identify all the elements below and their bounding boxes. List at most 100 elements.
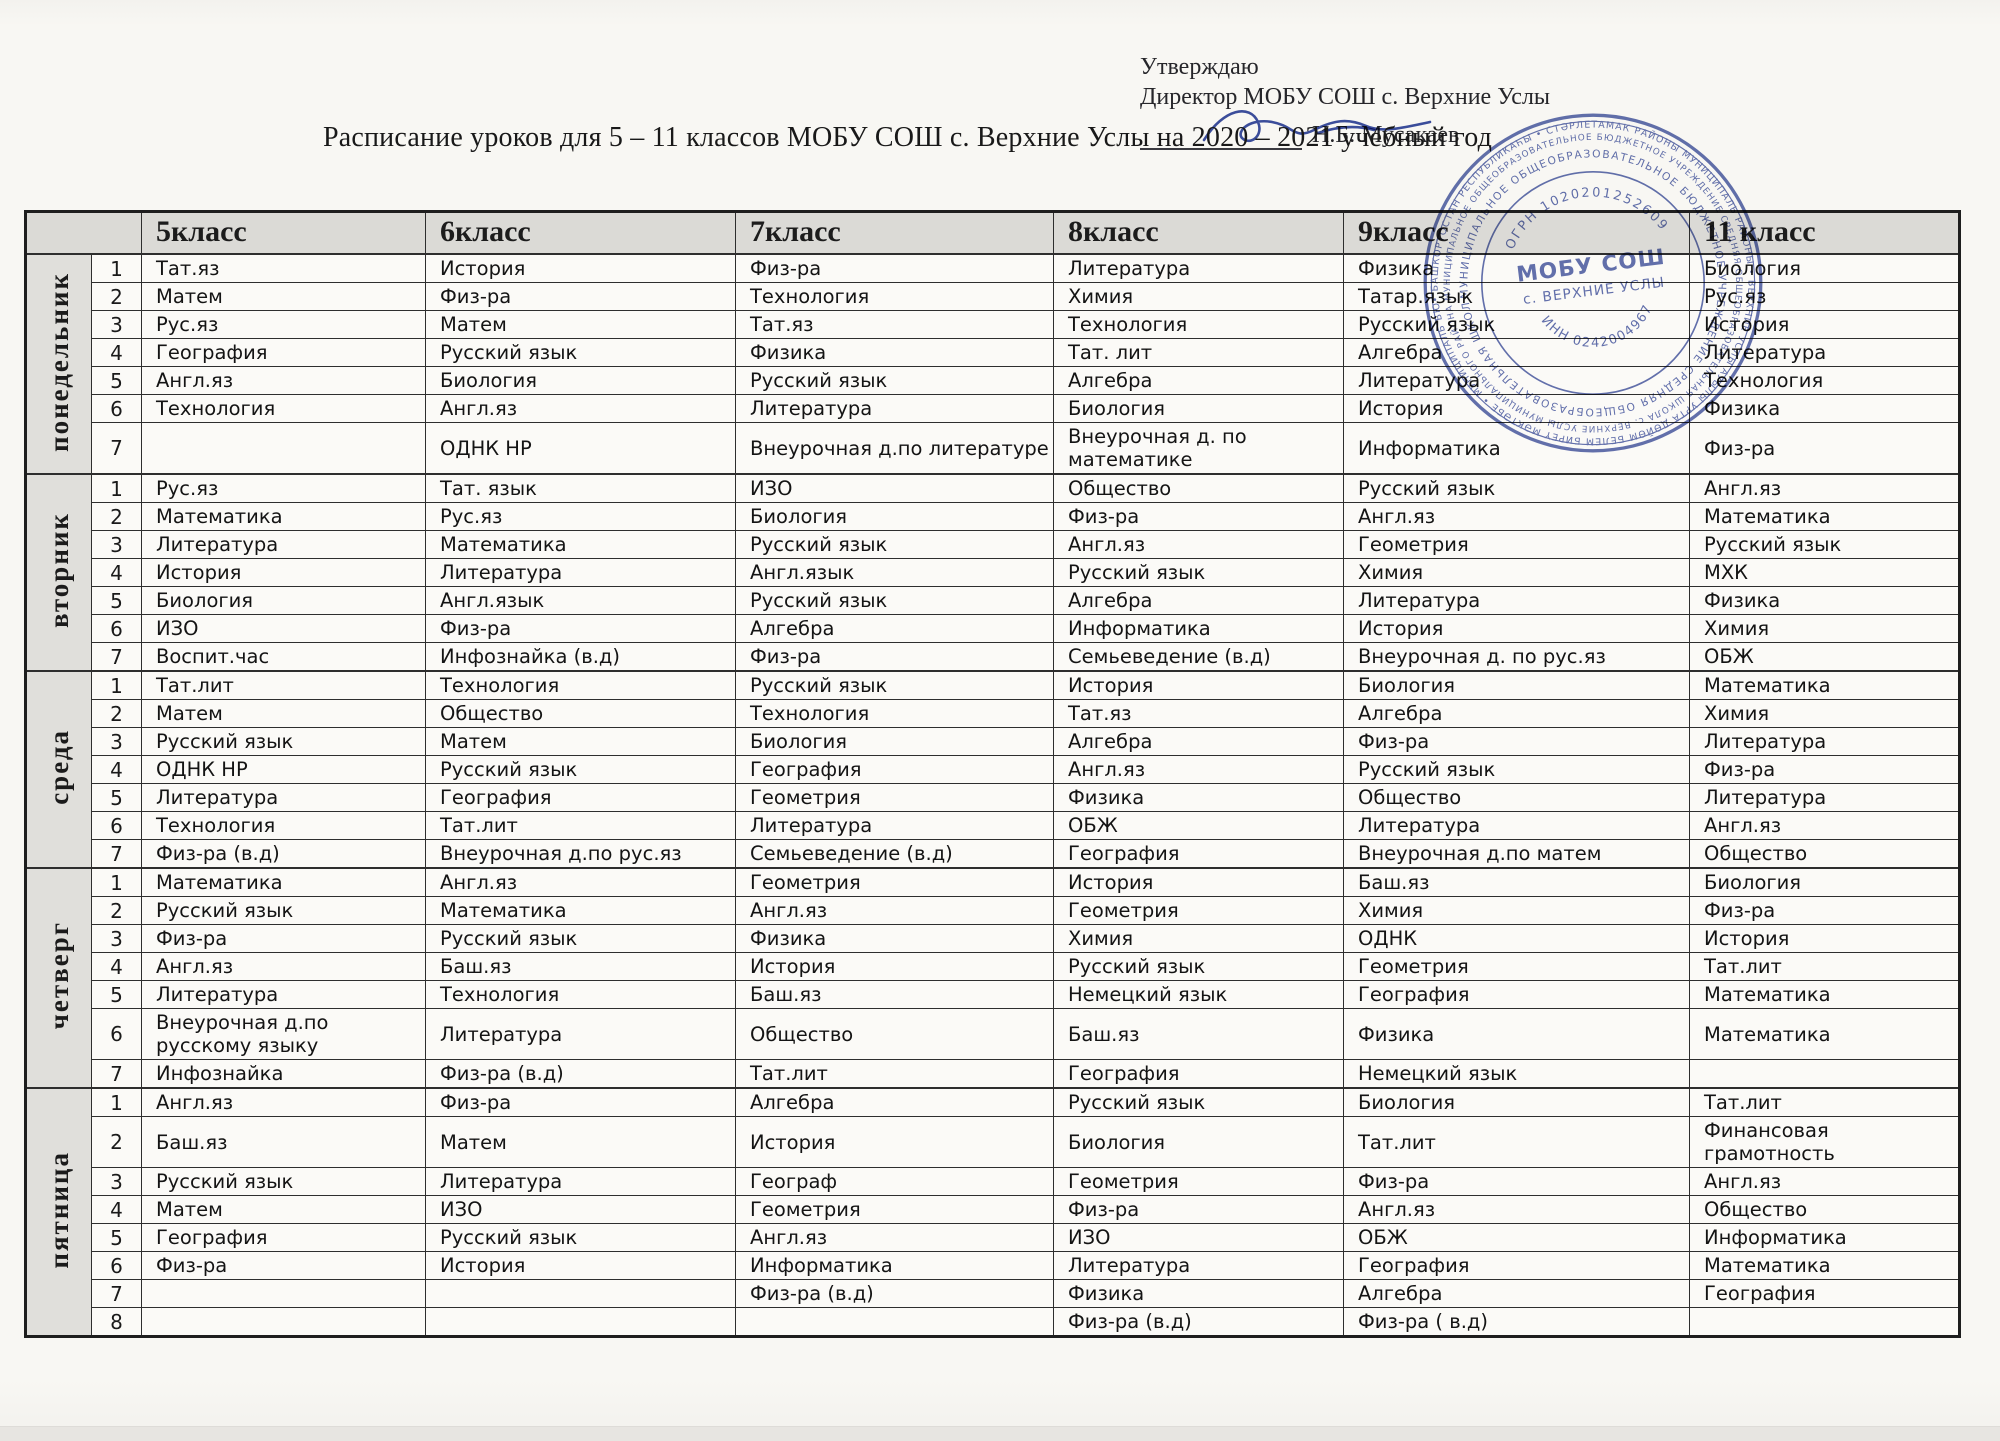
lesson-number: 2 (91, 896, 142, 925)
table-row: понедельник 1 Тат.яз История Физ-ра Литератур… (25, 253, 1960, 475)
subject-cell (1689, 1059, 1960, 1089)
table-row: пятница 1 Англ.яз Физ-ра Алгебра Русский язык… (25, 1087, 1960, 1337)
subject-cell: Англ.яз (1343, 502, 1690, 531)
subject-cell (141, 422, 426, 475)
subject-cell: Биология (141, 586, 426, 615)
subject-cell: Литература (1689, 783, 1960, 812)
corner-cell (25, 211, 142, 255)
subject-cell: История (735, 1116, 1054, 1168)
subject-cell: Баш.яз (425, 952, 736, 981)
subject-cell: Алгебра (735, 1087, 1054, 1117)
subject-cell: МХК (1689, 558, 1960, 587)
lesson-number: 4 (91, 338, 142, 367)
subject-cell: Физика (735, 338, 1054, 367)
column-header-11: 11 класс (1689, 211, 1960, 255)
lesson-number: 5 (91, 980, 142, 1009)
subject-cell: География (1343, 980, 1690, 1009)
subject-cell: Матем (425, 727, 736, 756)
table-row: 8 Физ-ра (в.д) Физ-ра ( в.д) (26, 1307, 1960, 1337)
subject-cell: Математика (141, 502, 426, 531)
subject-cell: Баш.яз (141, 1116, 426, 1168)
subject-cell: Литература (735, 394, 1054, 423)
lesson-number: 5 (91, 1223, 142, 1252)
subject-cell: Химия (1343, 558, 1690, 587)
subject-cell: Информатика (735, 1251, 1054, 1280)
lesson-number: 1 (91, 867, 142, 897)
subject-cell: Англ.яз (141, 366, 426, 395)
day-label-среда: среда (25, 670, 92, 869)
subject-cell: Биология (1053, 394, 1344, 423)
subject-cell: Финансовая грамотность (1689, 1116, 1960, 1168)
subject-cell: Технология (141, 811, 426, 840)
subject-cell: Алгебра (1343, 699, 1690, 728)
table-row: 6 Технология Тат.лит Литература ОБЖ Литератур… (26, 811, 1960, 840)
subject-cell: Русский язык (425, 755, 736, 784)
table-row: 3 Русский язык Литература Географ Геометрия Ф… (26, 1167, 1960, 1196)
subject-cell (141, 1307, 426, 1337)
subject-cell: Географ (735, 1167, 1054, 1196)
subject-cell: Информатика (1343, 422, 1690, 475)
subject-cell: Литература (425, 558, 736, 587)
subject-cell: Внеурочная д.по рус.яз (425, 839, 736, 869)
subject-cell: Русский язык (425, 338, 736, 367)
subject-cell: Геометрия (1343, 952, 1690, 981)
subject-cell: Рус.яз (425, 502, 736, 531)
subject-cell: ИЗО (425, 1195, 736, 1224)
subject-cell (141, 1279, 426, 1308)
lesson-number: 6 (91, 394, 142, 423)
subject-cell: Математика (1689, 1008, 1960, 1060)
subject-cell: Информатика (1689, 1223, 1960, 1252)
subject-cell: Химия (1053, 282, 1344, 311)
lesson-number: 1 (91, 670, 142, 700)
page-title: Расписание уроков для 5 – 11 классов МОБ… (322, 122, 1493, 153)
table-row: 2 Матем Общество Технология Тат.яз Алгебра Хим… (26, 699, 1960, 728)
subject-cell: Баш.яз (1053, 1008, 1344, 1060)
lesson-number: 4 (91, 952, 142, 981)
subject-cell: География (141, 338, 426, 367)
column-header-8: 8класс (1053, 211, 1344, 255)
lesson-number: 3 (91, 924, 142, 953)
subject-cell: ОДНК НР (141, 755, 426, 784)
subject-cell: Общество (1053, 473, 1344, 503)
header-row: 5класс 6класс 7класс 8класс 9класс 11 кл… (25, 211, 1960, 255)
table-row: 4 Англ.яз Баш.яз История Русский язык Геометр… (26, 952, 1960, 981)
subject-cell: ИЗО (735, 473, 1054, 503)
subject-cell: Биология (735, 502, 1054, 531)
subject-cell: Физика (1343, 253, 1690, 283)
subject-cell: Русский язык (141, 896, 426, 925)
subject-cell: История (1689, 924, 1960, 953)
subject-cell: Технология (1053, 310, 1344, 339)
subject-cell: Биология (1343, 670, 1690, 700)
subject-cell: География (141, 1223, 426, 1252)
subject-cell: Англ.яз (735, 896, 1054, 925)
subject-cell: ИЗО (141, 614, 426, 643)
table-row: среда 1 Тат.лит Технология Русский язык Истор… (25, 670, 1960, 869)
lesson-number: 2 (91, 502, 142, 531)
subject-cell: Алгебра (1343, 338, 1690, 367)
table-row: 5 Литература География Геометрия Физика Общес… (26, 783, 1960, 812)
subject-cell: Физ-ра (735, 253, 1054, 283)
lesson-number: 1 (91, 1087, 142, 1117)
subject-cell: Математика (425, 530, 736, 559)
subject-cell: История (1053, 670, 1344, 700)
subject-cell: Физ-ра (735, 642, 1054, 672)
subject-cell: Воспит.час (141, 642, 426, 672)
subject-cell: Литература (1053, 253, 1344, 283)
table-row: 2 Матем Физ-ра Технология Химия Татар.язык Рус… (26, 282, 1960, 311)
lesson-number: 7 (91, 642, 142, 672)
subject-cell: Матем (141, 699, 426, 728)
subject-cell: Физ-ра (1689, 422, 1960, 475)
subject-cell: Литература (141, 530, 426, 559)
subject-cell: Математика (141, 867, 426, 897)
lesson-number: 6 (91, 811, 142, 840)
subject-cell: Математика (1689, 670, 1960, 700)
lesson-number: 3 (91, 727, 142, 756)
subject-cell: ОДНК НР (425, 422, 736, 475)
schedule-table: 5класс 6класс 7класс 8класс 9класс 11 кл… (24, 210, 1961, 1338)
subject-cell: Тат.лит (1689, 1087, 1960, 1117)
lesson-number: 1 (91, 253, 142, 283)
subject-cell: Русский язык (1343, 310, 1690, 339)
subject-cell: Англ.язык (735, 558, 1054, 587)
subject-cell: Физ-ра (в.д) (141, 839, 426, 869)
subject-cell: Общество (1343, 783, 1690, 812)
